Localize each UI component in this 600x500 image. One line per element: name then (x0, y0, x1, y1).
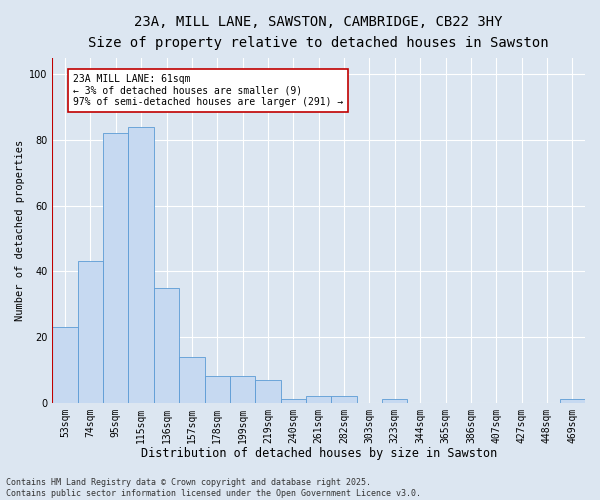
Bar (179, 356, 205, 403)
Title: 23A, MILL LANE, SAWSTON, CAMBRIDGE, CB22 3HY
Size of property relative to detach: 23A, MILL LANE, SAWSTON, CAMBRIDGE, CB22… (88, 15, 549, 50)
Bar (103, 134, 128, 402)
Text: 23A MILL LANE: 61sqm
← 3% of detached houses are smaller (9)
97% of semi-detache: 23A MILL LANE: 61sqm ← 3% of detached ho… (73, 74, 343, 108)
Bar (331, 396, 357, 402)
X-axis label: Distribution of detached houses by size in Sawston: Distribution of detached houses by size … (140, 447, 497, 460)
Bar (154, 288, 179, 403)
Bar (382, 400, 407, 402)
Bar (205, 376, 230, 402)
Bar (281, 400, 306, 402)
Bar (255, 380, 281, 402)
Bar (560, 400, 585, 402)
Text: Contains HM Land Registry data © Crown copyright and database right 2025.
Contai: Contains HM Land Registry data © Crown c… (6, 478, 421, 498)
Bar (306, 396, 331, 402)
Bar (78, 262, 103, 402)
Bar (128, 126, 154, 402)
Bar (52, 327, 78, 402)
Y-axis label: Number of detached properties: Number of detached properties (15, 140, 25, 321)
Bar (230, 376, 255, 402)
